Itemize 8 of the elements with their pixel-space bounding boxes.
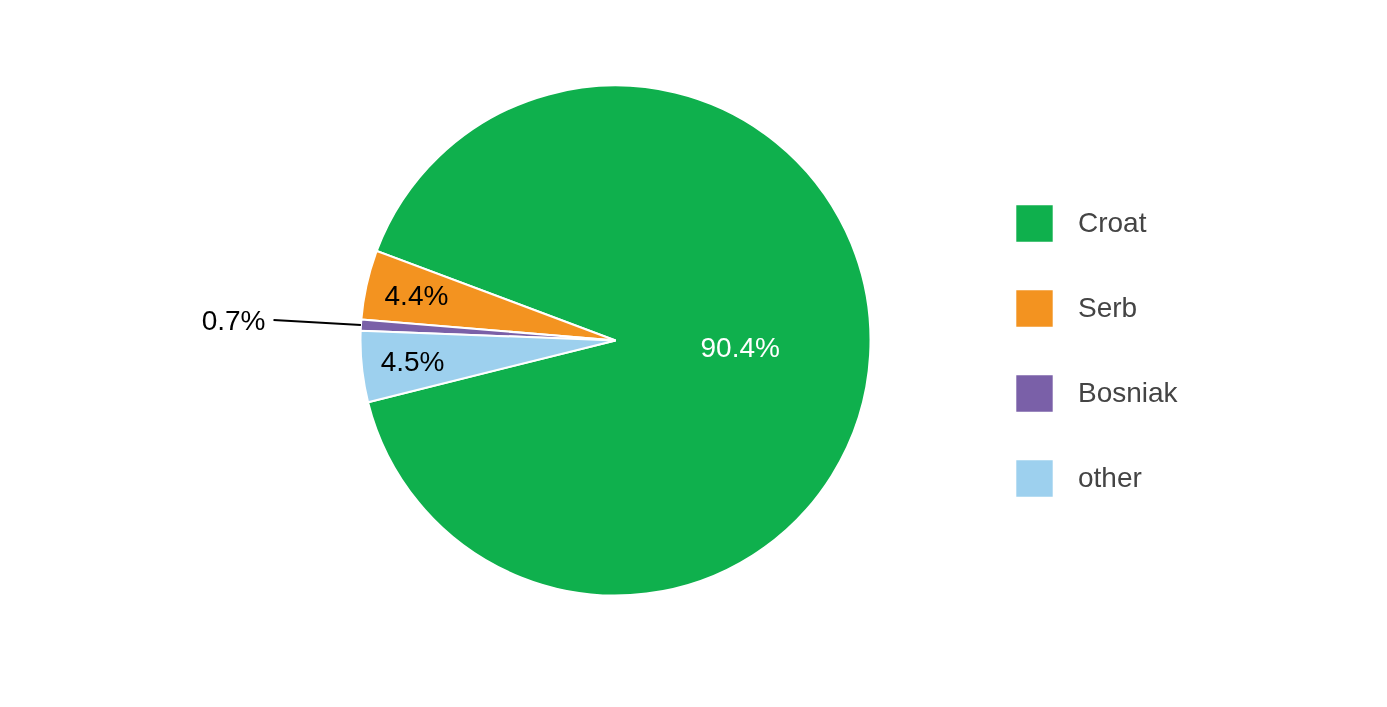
legend-label: other [1078, 462, 1142, 494]
data-label: 90.4% [700, 332, 780, 364]
data-label: 0.7% [201, 304, 266, 336]
legend-label: Croat [1078, 207, 1147, 239]
data-label: 4.5% [380, 345, 445, 377]
legend-label: Serb [1078, 292, 1138, 324]
legend-label: Bosniak [1078, 377, 1178, 409]
data-label: 4.4% [384, 280, 449, 312]
